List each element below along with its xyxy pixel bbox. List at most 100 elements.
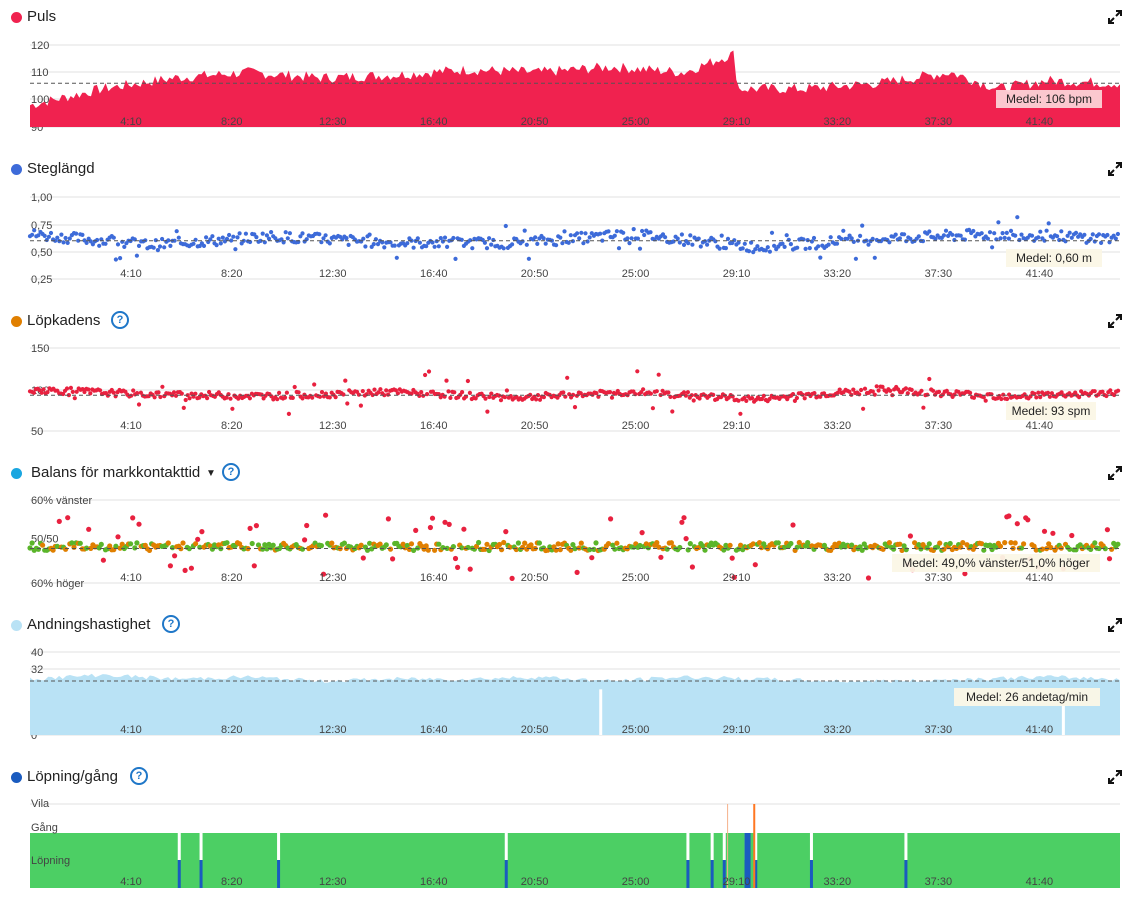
x-tick-label: 41:40 xyxy=(1026,572,1054,584)
data-point xyxy=(725,236,731,241)
series-dot xyxy=(11,316,22,327)
data-point xyxy=(254,235,259,240)
expand-icon[interactable] xyxy=(1108,162,1122,176)
data-point xyxy=(393,388,398,393)
y-tick-label: 110 xyxy=(31,67,49,79)
walk-gap xyxy=(722,833,726,860)
data-point xyxy=(371,242,376,247)
expand-icon[interactable] xyxy=(1108,314,1122,328)
data-point xyxy=(971,395,977,400)
panel-header: Löpkadens ? xyxy=(0,304,1136,334)
data-point xyxy=(1108,388,1113,393)
data-point xyxy=(837,387,842,392)
data-point xyxy=(376,390,381,395)
data-point xyxy=(565,375,570,380)
data-point xyxy=(344,236,349,241)
data-point xyxy=(589,555,595,561)
data-point xyxy=(117,545,123,551)
x-tick-label: 16:40 xyxy=(420,572,448,584)
expand-icon[interactable] xyxy=(1108,618,1122,632)
mean-label-box xyxy=(1006,249,1102,267)
data-point xyxy=(183,397,188,403)
series-dot xyxy=(11,772,22,783)
data-point xyxy=(383,542,389,548)
data-point xyxy=(605,541,612,547)
data-point xyxy=(880,546,886,552)
data-point xyxy=(317,232,322,237)
data-point xyxy=(69,540,75,546)
data-point xyxy=(1106,556,1113,562)
data-point xyxy=(1034,395,1039,400)
data-point xyxy=(502,395,507,400)
x-tick-label: 20:50 xyxy=(521,572,549,584)
data-point xyxy=(526,256,532,261)
data-point xyxy=(411,547,417,553)
lopning-gang-chart: Vila Gång Löpning 4:10 8:20 12:30 16:40 20:50 25… xyxy=(30,798,1120,888)
dropdown-caret-icon[interactable]: ▼ xyxy=(206,468,216,479)
x-tick-label: 4:10 xyxy=(120,420,141,432)
data-point xyxy=(575,231,580,236)
data-point xyxy=(237,231,242,236)
y-tick-label: 50 xyxy=(31,426,43,438)
panel-balans: Balans för markkontakttid ▼ ? 60% vänste… xyxy=(0,456,1136,608)
data-point xyxy=(247,396,252,401)
data-point xyxy=(958,544,964,550)
data-point xyxy=(487,236,492,241)
data-point xyxy=(555,541,561,547)
data-point xyxy=(941,233,947,238)
x-tick-label: 20:50 xyxy=(521,116,549,128)
data-point xyxy=(41,387,46,392)
data-point xyxy=(742,395,747,400)
x-tick-label: 41:40 xyxy=(1026,268,1054,280)
walk-segment xyxy=(809,860,813,888)
data-point xyxy=(364,547,371,553)
help-icon[interactable]: ? xyxy=(111,311,129,329)
data-point xyxy=(111,235,116,240)
data-point xyxy=(90,242,95,247)
help-icon[interactable]: ? xyxy=(130,767,148,785)
data-point xyxy=(528,542,534,548)
data-point xyxy=(438,236,443,241)
data-point xyxy=(1017,237,1022,243)
help-icon[interactable]: ? xyxy=(162,615,180,633)
data-point xyxy=(587,235,592,240)
data-point xyxy=(987,230,993,235)
data-point xyxy=(826,242,831,247)
data-point xyxy=(216,236,221,241)
data-point xyxy=(321,236,326,241)
data-point xyxy=(578,540,584,546)
data-point xyxy=(807,246,812,251)
x-tick-label: 25:00 xyxy=(622,420,650,432)
expand-icon[interactable] xyxy=(1108,770,1122,784)
x-tick-label: 4:10 xyxy=(120,572,141,584)
data-point xyxy=(751,250,756,255)
data-point xyxy=(861,406,866,411)
data-point xyxy=(258,238,263,243)
data-point xyxy=(872,392,877,397)
data-point xyxy=(103,241,108,246)
y-tick-label: 0,50 xyxy=(31,247,52,259)
data-point xyxy=(1102,546,1108,552)
data-point xyxy=(157,244,163,249)
data-point xyxy=(74,231,79,236)
data-point xyxy=(97,243,102,248)
help-icon[interactable]: ? xyxy=(222,463,240,481)
data-point xyxy=(253,523,259,529)
mean-label-box xyxy=(892,554,1100,572)
data-point xyxy=(631,227,636,232)
y-tick-label: 60% vänster xyxy=(31,495,92,507)
data-point xyxy=(264,233,269,238)
data-point xyxy=(262,240,267,245)
data-point xyxy=(1115,541,1121,547)
data-point xyxy=(686,241,691,246)
expand-icon[interactable] xyxy=(1108,466,1122,480)
x-tick-label: 12:30 xyxy=(319,420,347,432)
data-point xyxy=(635,369,640,374)
data-point xyxy=(214,243,219,248)
walk-gap xyxy=(177,833,181,860)
data-point xyxy=(635,236,641,241)
data-point xyxy=(429,515,436,521)
data-point xyxy=(503,529,509,535)
expand-icon[interactable] xyxy=(1108,10,1122,24)
x-tick-label: 29:10 xyxy=(723,420,751,432)
